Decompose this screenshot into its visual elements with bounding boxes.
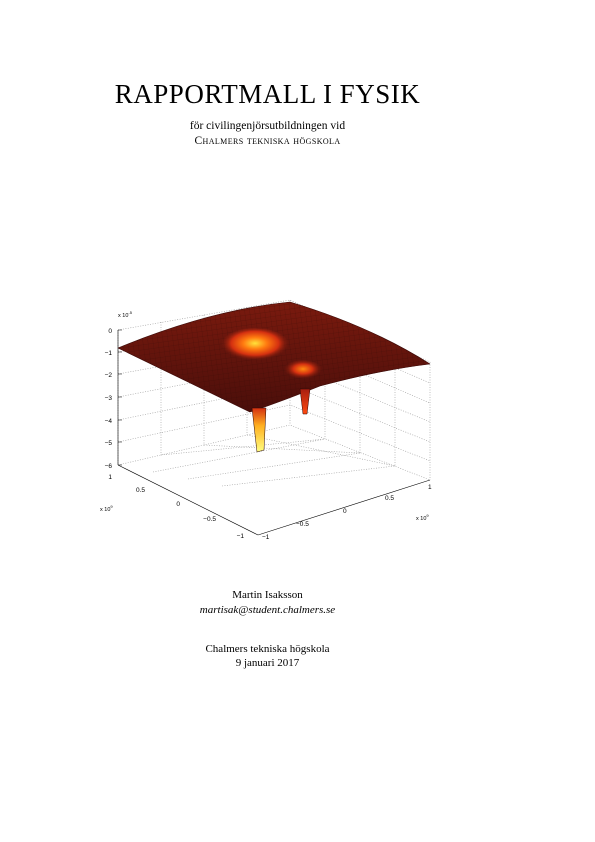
x-tick-label: 0 [176, 501, 180, 508]
surface [117, 301, 431, 413]
y-tick-label: −0.5 [296, 521, 309, 528]
x-tick-label: −0.5 [203, 516, 216, 523]
surface-plot-figure: x 10-5 0 −1 −2 −3 −4 −5 −6 1 0.5 0 −0.5 … [100, 290, 440, 545]
author-email: martisak@student.chalmers.se [199, 604, 336, 616]
x-tick-label: 0.5 [136, 487, 145, 494]
document-date: 9 januari 2017 [235, 657, 300, 669]
y-tick-label: 0 [343, 508, 347, 515]
surface-plot: x 10-5 0 −1 −2 −3 −4 −5 −6 1 0.5 0 −0.5 … [100, 299, 432, 541]
z-tick-label: −5 [105, 440, 113, 447]
institution-name: Chalmers tekniska högskola [205, 643, 330, 655]
y-multiplier: x 109 [416, 513, 429, 522]
z-multiplier: x 10-5 [118, 310, 133, 319]
z-tick-label: 0 [108, 328, 112, 335]
z-tick-label: −2 [105, 372, 113, 379]
x-multiplier: x 109 [100, 504, 113, 513]
document-subtitle: för civilingenjörsutbildningen vid [189, 120, 346, 132]
x-tick-label: −1 [237, 533, 245, 540]
document-title: RAPPORTMALL I FYSIK [114, 79, 421, 109]
institution-subtitle: Chalmers tekniska högskola [194, 135, 341, 147]
axis-lines [117, 330, 431, 536]
z-tick-label: −1 [105, 350, 113, 357]
well-spikes [251, 388, 311, 453]
z-tick-label: −4 [105, 418, 113, 425]
y-tick-label: −1 [262, 534, 270, 541]
author-name: Martin Isaksson [232, 589, 303, 601]
y-tick-label: 1 [428, 484, 432, 491]
x-tick-label: 1 [108, 474, 112, 481]
y-tick-label: 0.5 [385, 495, 394, 502]
z-tick-label: −3 [105, 395, 113, 402]
z-tick-label: −6 [105, 463, 113, 470]
